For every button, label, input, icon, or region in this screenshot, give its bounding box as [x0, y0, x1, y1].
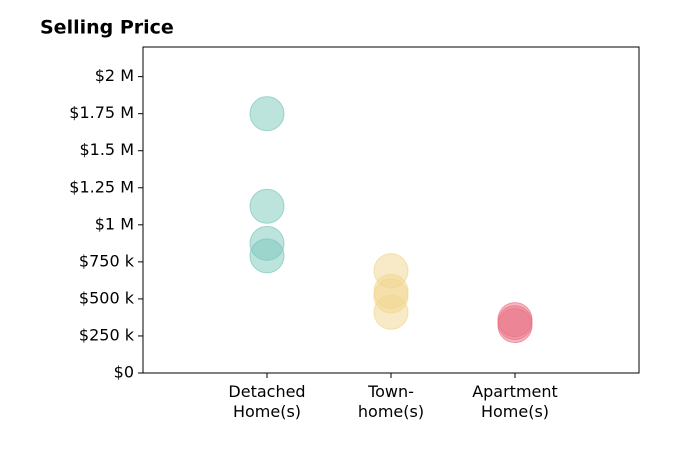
point: [249, 238, 285, 274]
chart-title: Selling Price: [40, 17, 174, 39]
y-tick-label: $500 k: [79, 288, 135, 307]
y-tick-label: $2 M: [95, 66, 134, 85]
y-tick-label: $1.75 M: [69, 103, 134, 122]
x-tick-label: Town- home(s): [357, 382, 425, 421]
point: [249, 188, 285, 224]
y-tick-label: $0: [114, 363, 134, 382]
y-tick-label: $1.25 M: [69, 177, 134, 196]
x-tick-label: Apartment Home(s): [472, 382, 558, 421]
y-tick-label: $1 M: [95, 214, 134, 233]
y-tick-label: $750 k: [79, 251, 135, 270]
point: [373, 294, 409, 330]
y-tick-label: $250 k: [79, 325, 135, 344]
x-tick-label: Detached Home(s): [228, 382, 306, 421]
point: [497, 308, 533, 344]
point: [249, 96, 285, 132]
y-tick-label: $1.5 M: [79, 140, 134, 159]
